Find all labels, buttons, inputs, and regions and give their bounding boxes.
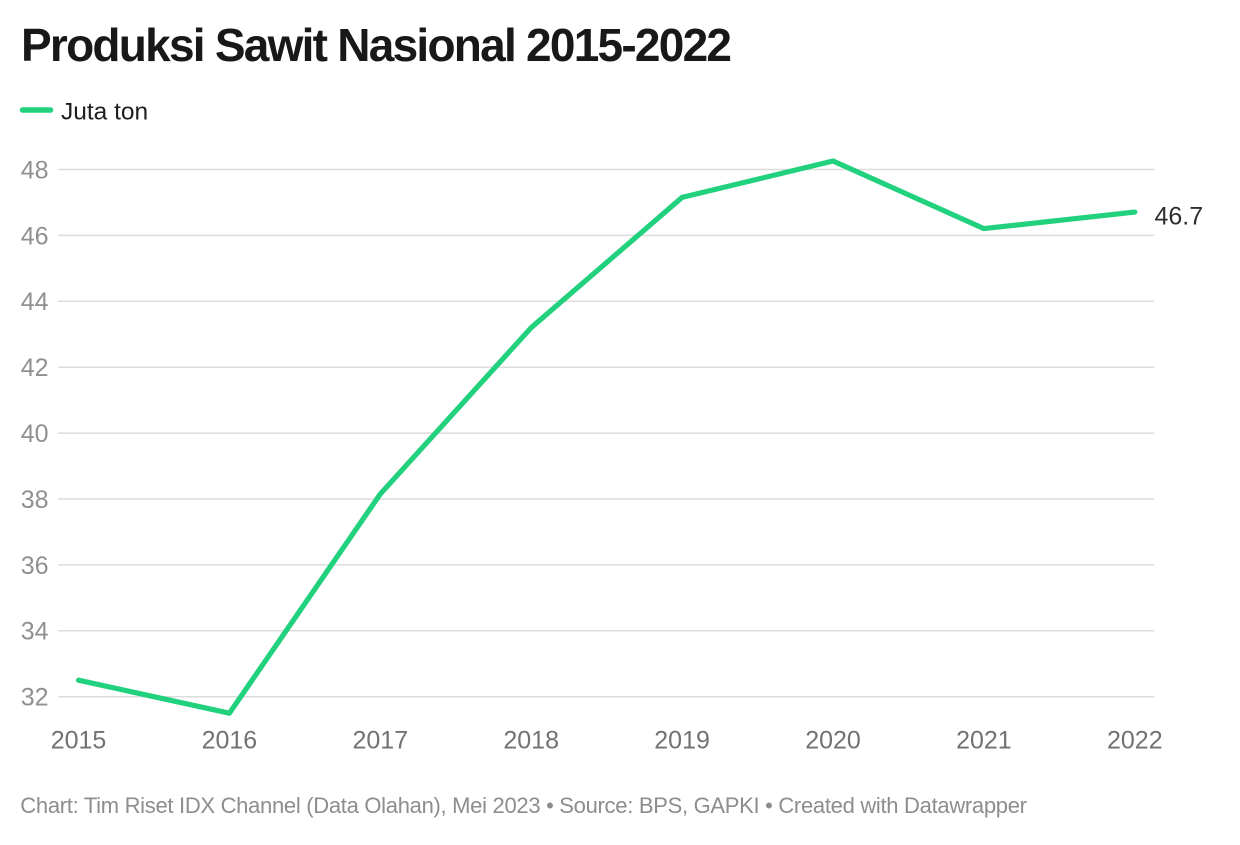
svg-text:Chart: Tim Riset IDX Channel (: Chart: Tim Riset IDX Channel (Data Olaha… <box>20 793 1026 818</box>
svg-text:Produksi Sawit Nasional 2015-2: Produksi Sawit Nasional 2015-2022 <box>21 19 730 71</box>
svg-text:2021: 2021 <box>956 726 1012 754</box>
svg-text:48: 48 <box>21 156 49 184</box>
svg-text:2016: 2016 <box>202 726 258 754</box>
svg-text:40: 40 <box>21 420 49 448</box>
svg-text:36: 36 <box>21 552 49 580</box>
svg-text:2017: 2017 <box>352 726 408 754</box>
svg-text:2015: 2015 <box>51 726 107 754</box>
svg-text:42: 42 <box>21 354 49 382</box>
svg-text:38: 38 <box>21 486 49 514</box>
svg-text:32: 32 <box>21 684 49 712</box>
svg-text:46: 46 <box>21 222 49 250</box>
svg-text:2022: 2022 <box>1107 726 1163 754</box>
svg-text:46.7: 46.7 <box>1155 203 1204 231</box>
svg-text:2020: 2020 <box>805 726 861 754</box>
svg-text:34: 34 <box>21 618 49 646</box>
svg-text:2018: 2018 <box>503 726 559 754</box>
svg-text:2019: 2019 <box>654 726 710 754</box>
svg-text:44: 44 <box>21 288 49 316</box>
svg-text:Juta ton: Juta ton <box>61 99 148 126</box>
